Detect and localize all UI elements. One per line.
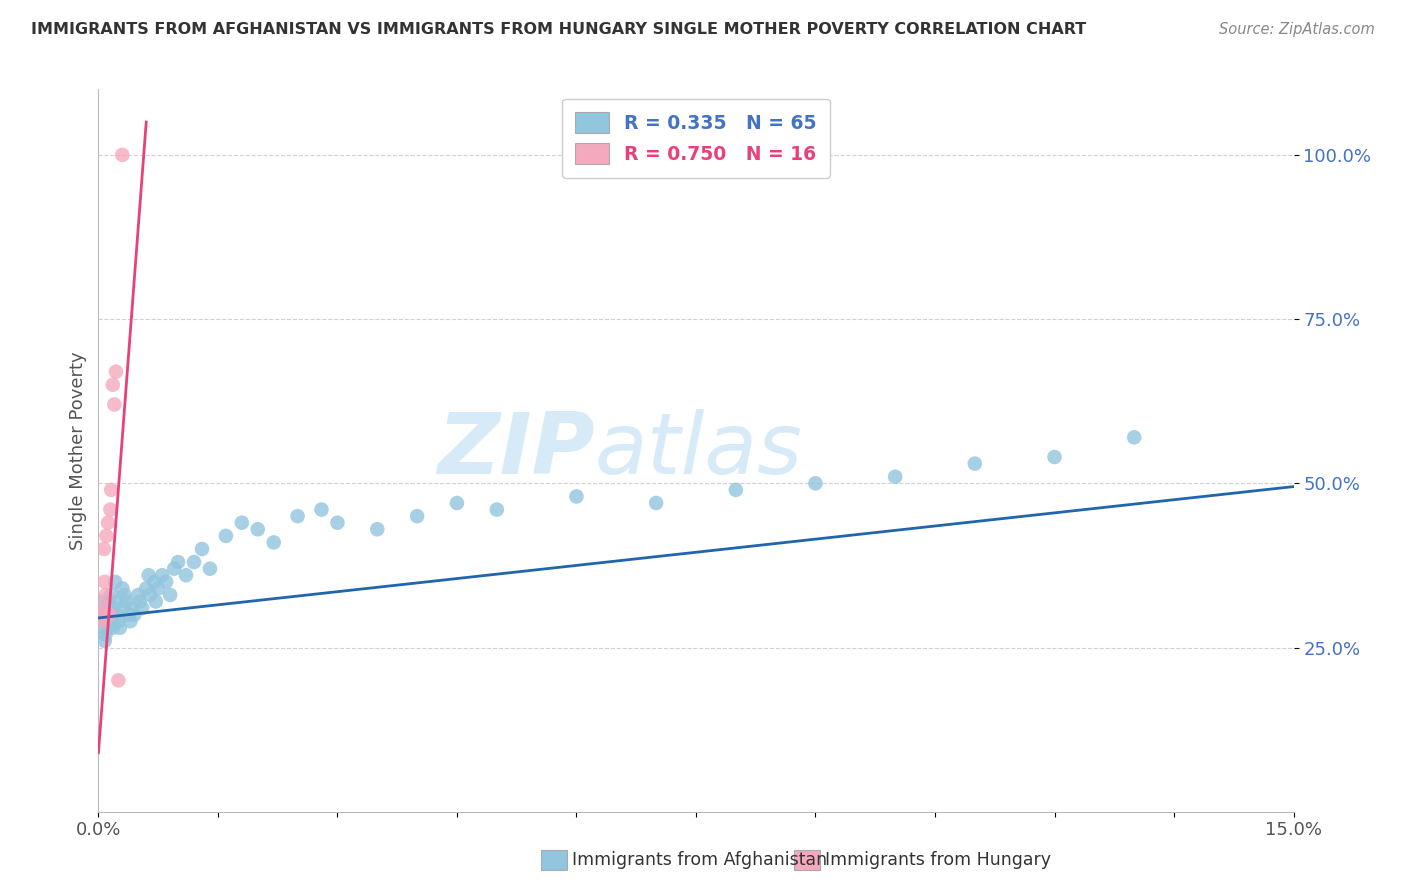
Point — [111, 148, 134, 162]
Point — [98, 607, 121, 622]
Point — [104, 594, 127, 608]
Point — [101, 621, 124, 635]
Point — [163, 562, 186, 576]
Point — [107, 673, 129, 688]
Point — [107, 614, 129, 628]
Point — [114, 588, 136, 602]
Point — [115, 594, 138, 608]
Point — [101, 607, 124, 622]
Text: ZIP: ZIP — [437, 409, 595, 492]
Point — [103, 601, 125, 615]
Point — [174, 568, 197, 582]
Point — [118, 607, 141, 622]
Point — [90, 607, 112, 622]
Point — [97, 621, 120, 635]
Point — [1043, 450, 1066, 464]
Point — [98, 601, 121, 615]
Point — [231, 516, 253, 530]
Point — [94, 574, 117, 589]
Point — [105, 607, 128, 622]
Point — [104, 574, 127, 589]
Point — [167, 555, 190, 569]
Point — [191, 541, 214, 556]
Point — [104, 365, 127, 379]
Point — [963, 457, 986, 471]
Point — [884, 469, 907, 483]
Point — [124, 607, 146, 622]
Point — [263, 535, 285, 549]
Point — [93, 541, 115, 556]
Point — [91, 614, 114, 628]
Point — [143, 574, 166, 589]
Point — [145, 594, 167, 608]
Point — [198, 562, 221, 576]
Text: Source: ZipAtlas.com: Source: ZipAtlas.com — [1219, 22, 1375, 37]
Point — [215, 529, 238, 543]
Point — [135, 582, 157, 596]
Point — [98, 614, 122, 628]
Point — [150, 568, 173, 582]
Point — [91, 607, 114, 622]
Point — [90, 594, 112, 608]
Point — [246, 522, 269, 536]
Point — [103, 397, 125, 411]
Point — [120, 614, 142, 628]
Text: Immigrants from Afghanistan: Immigrants from Afghanistan — [572, 851, 827, 869]
Point — [804, 476, 827, 491]
Point — [565, 490, 588, 504]
Point — [108, 621, 131, 635]
Point — [366, 522, 388, 536]
Point — [121, 601, 143, 615]
Point — [94, 588, 117, 602]
Point — [159, 588, 181, 602]
Point — [127, 588, 149, 602]
Point — [406, 509, 429, 524]
Point — [139, 588, 162, 602]
Point — [128, 594, 150, 608]
Point — [155, 574, 177, 589]
Point — [138, 568, 160, 582]
Point — [311, 502, 333, 516]
Point — [326, 516, 349, 530]
Point — [96, 607, 118, 622]
Point — [97, 594, 120, 608]
Point — [485, 502, 508, 516]
Point — [148, 582, 170, 596]
Point — [287, 509, 309, 524]
Point — [94, 627, 117, 641]
Point — [93, 614, 115, 628]
Point — [91, 601, 114, 615]
Point — [96, 529, 118, 543]
Point — [111, 582, 134, 596]
Point — [183, 555, 205, 569]
Point — [1123, 430, 1146, 444]
Point — [724, 483, 747, 497]
Point — [645, 496, 668, 510]
Text: atlas: atlas — [595, 409, 803, 492]
Legend: R = 0.335   N = 65, R = 0.750   N = 16: R = 0.335 N = 65, R = 0.750 N = 16 — [562, 99, 830, 178]
Point — [91, 621, 114, 635]
Point — [97, 516, 120, 530]
Point — [100, 588, 122, 602]
Point — [98, 502, 122, 516]
Text: IMMIGRANTS FROM AFGHANISTAN VS IMMIGRANTS FROM HUNGARY SINGLE MOTHER POVERTY COR: IMMIGRANTS FROM AFGHANISTAN VS IMMIGRANT… — [31, 22, 1087, 37]
Point — [101, 377, 124, 392]
Point — [131, 601, 153, 615]
Point — [94, 634, 117, 648]
Point — [100, 483, 122, 497]
Point — [446, 496, 468, 510]
Point — [112, 601, 135, 615]
Text: Immigrants from Hungary: Immigrants from Hungary — [825, 851, 1052, 869]
Y-axis label: Single Mother Poverty: Single Mother Poverty — [69, 351, 87, 549]
